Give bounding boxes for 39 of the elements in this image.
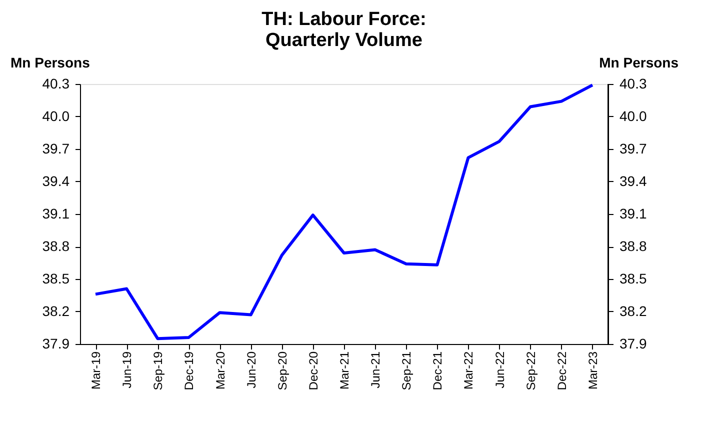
line-series: [94, 84, 594, 340]
x-tick-label: Dec-21: [430, 351, 445, 390]
x-tick-label: Mar-20: [213, 351, 228, 390]
x-tick-label: Mar-22: [462, 351, 476, 390]
chart-title: TH: Labour Force: Quarterly Volume: [262, 9, 426, 51]
y2-tick-label: 39.7: [620, 140, 647, 156]
x-tick-label: Jun-19: [120, 351, 134, 388]
y-axis-title: Mn Persons: [10, 54, 90, 70]
y-tick-label: 40.0: [42, 108, 70, 124]
y-tick-label: 39.7: [42, 140, 70, 156]
x-tick-label: Mar-21: [338, 351, 352, 390]
x-tick-label: Jun-22: [492, 351, 507, 388]
x-tick-label: Mar-23: [586, 351, 600, 390]
y2-tick-label: 37.9: [620, 336, 647, 352]
y-tick-label: 38.8: [42, 238, 70, 254]
y2-tick-label: 38.2: [620, 303, 647, 319]
y2-tick-label: 40.3: [620, 76, 647, 92]
x-tick-label: Mar-19: [89, 351, 104, 390]
y2-tick-label: 39.4: [620, 173, 647, 189]
x-tick-label: Jun-21: [368, 351, 383, 388]
y-tick-label: 37.9: [42, 336, 70, 352]
y2-tick-label: 38.8: [620, 238, 647, 254]
y-tick-label: 39.4: [42, 173, 70, 189]
y-tick-label: 38.2: [42, 303, 70, 319]
x-tick-label: Sep-20: [275, 351, 290, 390]
y-tick-label: 40.3: [42, 76, 70, 92]
x-tick-label: Dec-19: [182, 351, 196, 390]
x-tick-label: Jun-20: [244, 351, 258, 388]
x-tick-label: Sep-21: [400, 351, 414, 390]
y-tick-label: 39.1: [42, 206, 70, 222]
x-tick-label: Dec-22: [554, 351, 569, 390]
x-tick-label: Sep-19: [151, 351, 166, 390]
x-tick-label: Dec-20: [306, 351, 320, 390]
y2-tick-label: 39.1: [620, 206, 647, 222]
y-tick-label: 38.5: [42, 270, 70, 286]
y2-axis-title: Mn Persons: [599, 54, 679, 70]
y2-tick-label: 40.0: [620, 108, 647, 124]
y2-tick-label: 38.5: [620, 270, 647, 286]
x-tick-label: Sep-22: [524, 351, 538, 390]
